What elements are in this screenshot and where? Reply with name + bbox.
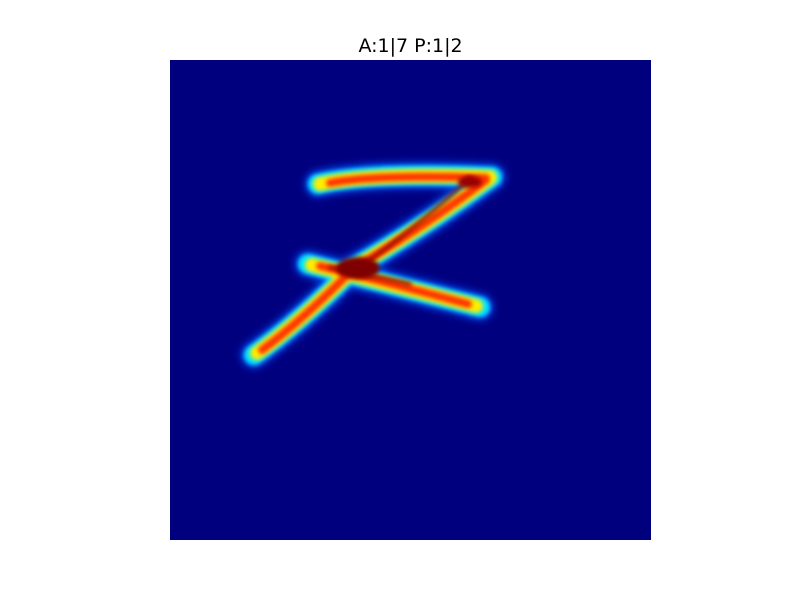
- digit-heatmap: [170, 60, 651, 540]
- digit-seven-glyph: [241, 162, 505, 368]
- plot-title: A:1|7 P:1|2: [358, 35, 463, 57]
